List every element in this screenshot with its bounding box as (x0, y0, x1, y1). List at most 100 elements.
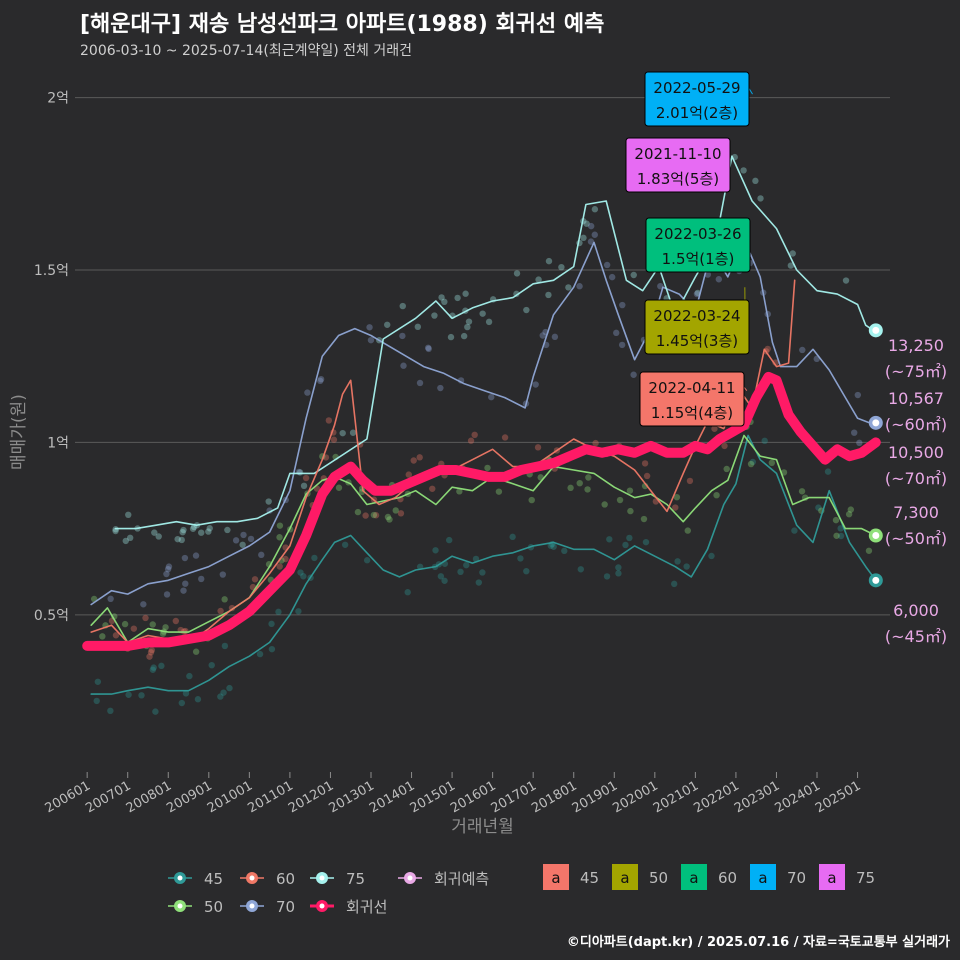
transaction-dot (112, 527, 119, 535)
transaction-dot (367, 336, 375, 344)
y-tick-label: 0.5억 (34, 608, 69, 624)
prediction-value-label: 6,000 (893, 601, 939, 620)
transaction-dot (558, 263, 565, 271)
transaction-dot (752, 177, 759, 185)
transaction-dot (400, 362, 407, 369)
transaction-dot (643, 472, 651, 480)
transaction-dot (545, 257, 553, 265)
transaction-dot (189, 525, 197, 532)
prediction-area-label: (~70㎡) (885, 469, 947, 488)
legend-label: 50 (649, 869, 668, 887)
transaction-dot (300, 573, 307, 580)
transaction-dot (397, 510, 405, 517)
transaction-dot (155, 533, 162, 540)
transaction-dot (528, 496, 535, 504)
transaction-dot (764, 345, 771, 353)
transaction-dot (561, 547, 568, 555)
x-tick-label: 201801 (529, 778, 579, 816)
transaction-dot (163, 570, 170, 578)
transaction-dot (592, 439, 599, 447)
transaction-dot (297, 569, 304, 576)
transaction-dot (799, 346, 806, 354)
transaction-dot (832, 516, 840, 524)
transaction-dot (130, 625, 138, 632)
transaction-dot (457, 568, 464, 576)
transaction-dot (192, 648, 200, 655)
transaction-dot (715, 276, 723, 283)
transaction-dot (149, 621, 156, 628)
transaction-dot (577, 566, 585, 573)
transaction-dot (615, 570, 622, 577)
transaction-dot (268, 645, 276, 653)
transaction-dot (317, 375, 325, 383)
annotation-price: 1.83억(5층) (637, 170, 719, 188)
transaction-dot (140, 601, 147, 608)
transaction-dot (256, 650, 264, 658)
transaction-dot (192, 552, 200, 559)
transaction-dot (618, 341, 626, 349)
transaction-dot (815, 504, 822, 511)
x-tick-label: 200801 (124, 778, 174, 816)
legend-box-75: a 75 (819, 864, 875, 890)
transaction-dot (226, 684, 233, 692)
transaction-dot (547, 542, 555, 549)
transaction-dot (186, 672, 193, 680)
legend-item-회귀예측: 회귀예측 (398, 870, 489, 888)
x-tick-label: 201601 (448, 778, 498, 816)
transaction-dot (392, 507, 399, 514)
transaction-dot (761, 437, 768, 445)
prediction-value-label: 13,250 (888, 336, 944, 355)
annotation-box-bg (644, 71, 750, 127)
transaction-dot (232, 537, 240, 544)
transaction-dot (206, 525, 213, 532)
legend-item-75: 75 (310, 870, 365, 888)
annotation-price: 1.45억(3층) (656, 332, 738, 350)
legend-marker-center (249, 903, 255, 909)
transaction-dot (150, 664, 157, 671)
transaction-dot (268, 620, 275, 628)
transaction-dot (126, 534, 134, 542)
legend-marker-center (319, 875, 325, 881)
transaction-dot (460, 332, 468, 340)
x-tick-label: 202001 (610, 778, 660, 816)
prediction-labels: 13,250 (~75㎡) 10,567 (~60㎡) 10,500 (~70㎡) 7,30… (885, 336, 947, 646)
transaction-dot (164, 565, 172, 573)
transaction-dot (485, 318, 493, 326)
transaction-dot (467, 437, 475, 444)
transaction-dot (837, 525, 844, 532)
transaction-dot (239, 541, 246, 548)
transaction-dot (410, 457, 417, 464)
legend-marker-center (407, 875, 413, 881)
legend-swatch (819, 864, 845, 890)
transaction-dot (484, 464, 491, 472)
transaction-dot (591, 231, 598, 238)
transaction-dot (138, 692, 145, 699)
transaction-dot (300, 482, 308, 490)
transaction-dot (845, 511, 853, 518)
transaction-dot (851, 429, 858, 436)
transaction-dot (613, 329, 620, 337)
transaction-dot (304, 389, 311, 396)
transaction-dot (640, 515, 648, 523)
prediction-value-label: 10,500 (888, 443, 944, 462)
transaction-dot (180, 526, 187, 534)
transaction-dot (151, 529, 158, 536)
transaction-dot (749, 458, 757, 466)
transaction-dot (842, 277, 850, 284)
transaction-dot (591, 206, 599, 213)
x-tick-label: 201901 (570, 778, 620, 816)
legend-label: 회귀선 (346, 898, 387, 916)
legend-label: 75 (346, 870, 365, 888)
transaction-dot (432, 547, 439, 554)
transaction-dot (523, 306, 530, 314)
legend: 45 60 75 50 70 회귀선 회귀예측 a 45 a 50 a 60 a 70 a 75 (168, 864, 875, 916)
transaction-dot (495, 488, 503, 495)
transaction-dot (152, 708, 159, 715)
transaction-dot (339, 429, 346, 437)
transaction-dot (208, 661, 215, 669)
transaction-dot (181, 554, 189, 562)
transaction-dot (708, 552, 715, 560)
transaction-dot (404, 589, 411, 596)
transaction-dot (178, 699, 186, 707)
transaction-dot (576, 283, 583, 290)
